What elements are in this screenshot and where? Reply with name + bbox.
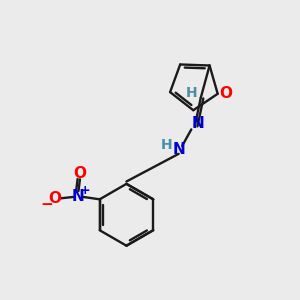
Text: −: − <box>40 197 53 212</box>
Text: N: N <box>72 190 85 205</box>
Text: N: N <box>192 116 205 131</box>
Text: O: O <box>219 86 232 101</box>
Text: H: H <box>160 138 172 152</box>
Text: +: + <box>80 184 91 197</box>
Text: O: O <box>48 191 61 206</box>
Text: H: H <box>186 86 198 100</box>
Text: O: O <box>74 166 86 181</box>
Text: N: N <box>172 142 185 157</box>
